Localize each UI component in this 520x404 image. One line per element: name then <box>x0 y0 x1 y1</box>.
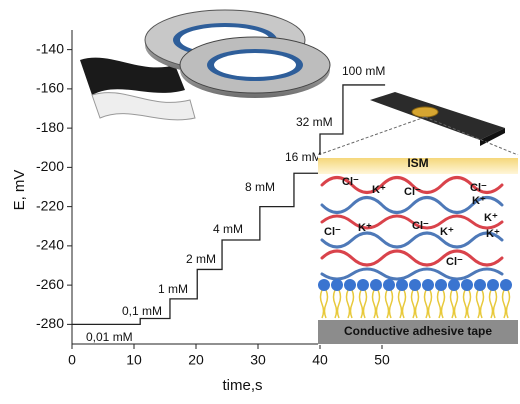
ion-label: Cl⁻ <box>324 226 341 238</box>
ion-label: K⁺ <box>472 195 486 207</box>
ism-label: ISM <box>407 156 428 170</box>
sensor <box>317 92 519 156</box>
ion-label: K⁺ <box>358 222 372 234</box>
lipid-tail <box>436 289 446 319</box>
lipid-tail <box>358 289 368 319</box>
lipid-head <box>422 279 434 291</box>
lipid-head <box>357 279 369 291</box>
x-tick-label: 50 <box>374 352 390 368</box>
ion-label: Cl⁻ <box>412 220 429 232</box>
concentration-label: 8 mM <box>245 180 275 194</box>
x-tick-label: 30 <box>250 352 266 368</box>
y-tick-label: -240 <box>36 237 64 253</box>
lipid-tail <box>501 289 511 319</box>
ion-label: K⁺ <box>486 228 500 240</box>
tape-rolls <box>80 9 331 121</box>
y-tick-label: -140 <box>36 40 64 56</box>
concentration-label: 2 mM <box>186 252 216 266</box>
lipid-tail <box>345 289 355 319</box>
y-tick-label: -180 <box>36 119 64 135</box>
concentration-label: 16 mM <box>285 150 322 164</box>
ion-label: K⁺ <box>484 212 498 224</box>
lipid-tail <box>397 289 407 319</box>
lipid-head <box>318 279 330 291</box>
x-axis-label: time,s <box>222 377 262 394</box>
ion-label: K⁺ <box>372 184 386 196</box>
y-tick-label: -260 <box>36 276 64 292</box>
lipid-tail <box>475 289 485 319</box>
ion-label: Cl⁻ <box>342 176 359 188</box>
y-tick-label: -280 <box>36 315 64 331</box>
y-tick-label: -220 <box>36 197 64 213</box>
x-tick-label: 40 <box>312 352 328 368</box>
lipid-tail <box>371 289 381 319</box>
lipid-head <box>396 279 408 291</box>
y-tick-label: -160 <box>36 80 64 96</box>
ion-label: Cl⁻ <box>446 256 463 268</box>
lipid-tail <box>449 289 459 319</box>
lipid-tail <box>462 289 472 319</box>
lipid-tail <box>423 289 433 319</box>
concentration-label: 4 mM <box>213 222 243 236</box>
y-axis-label: E, mV <box>11 170 28 211</box>
x-tick-label: 20 <box>188 352 204 368</box>
lipid-head <box>500 279 512 291</box>
lipid-head <box>344 279 356 291</box>
lipid-head <box>331 279 343 291</box>
ion-label: Cl⁻ <box>470 182 487 194</box>
lipid-head <box>409 279 421 291</box>
lipid-tail <box>332 289 342 319</box>
lipid-tail <box>384 289 394 319</box>
membrane-inset: ISM Conductive adhesive tape Cl⁻K⁺ Cl⁻ Cl⁻… <box>318 155 518 345</box>
lipid-head <box>487 279 499 291</box>
data-line <box>72 84 386 326</box>
lipid-head <box>448 279 460 291</box>
lipid-head <box>474 279 486 291</box>
concentration-label: 1 mM <box>158 282 188 296</box>
plot: -280 -260 -240 -220 -200 -180 -160 -140 0 10 20 30 4… <box>11 30 413 394</box>
lipid-head <box>383 279 395 291</box>
ion-label: Cl⁻ <box>404 186 421 198</box>
lipid-head <box>370 279 382 291</box>
lipid-tail <box>410 289 420 319</box>
lipid-tail <box>488 289 498 319</box>
concentration-label: 0,1 mM <box>122 304 162 318</box>
x-tick-label: 0 <box>68 352 76 368</box>
ion-label: K⁺ <box>440 226 454 238</box>
x-tick-label: 10 <box>126 352 142 368</box>
lipid-head <box>461 279 473 291</box>
concentration-label: 32 mM <box>296 115 333 129</box>
concentration-label: 0,01 mM <box>86 330 133 344</box>
lipid-tail <box>319 289 329 319</box>
concentration-label: 100 mM <box>342 64 385 78</box>
y-tick-label: -200 <box>36 158 64 174</box>
tape-label: Conductive adhesive tape <box>344 324 492 338</box>
lipid-head <box>435 279 447 291</box>
